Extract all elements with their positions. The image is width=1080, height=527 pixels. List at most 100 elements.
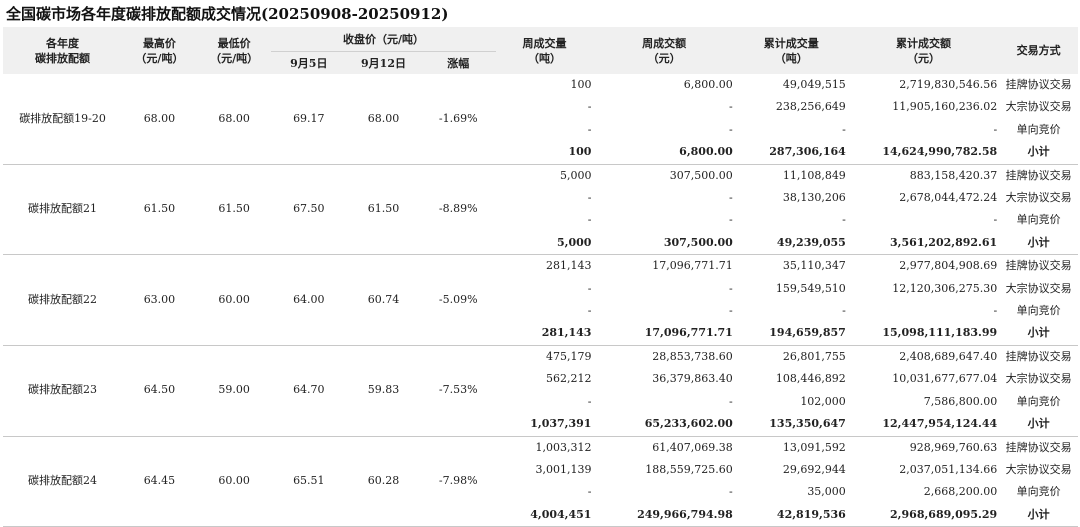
week-amount-cell: - [729,213,733,227]
high-price-cell: 68.00 [122,74,197,165]
method-cell: 挂牌协议交易 [1005,168,1072,182]
cum-volume-cell: 102,000 [800,394,846,408]
cum-volume-cell: 194,659,857 [734,322,848,346]
low-price-cell: 59.00 [196,345,272,437]
week-amount-cell: 6,800.00 [683,78,733,91]
cum-amount-cell: 11,905,160,236.02 [892,100,998,114]
week-amount-cell: 36,379,863.40 [652,372,733,386]
header-close-price: 收盘价（元/吨） [271,27,496,52]
low-price-cell: 60.00 [196,436,272,527]
cum-amount-cell: 2,977,804,908.69 [899,259,998,273]
vintage-cell: 碳排放配额24 [3,436,123,527]
week-amount-cell: - [729,394,733,408]
cum-amount-cell: 15,098,111,183.99 [847,322,1000,346]
method-cell: 大宗协议交易 [1005,462,1072,476]
allowance-trading-table: 各年度 碳排放配额 最高价 （元/吨） 最低价 （元/吨） 收盘价（元/吨） 周成交量… [3,27,1078,527]
cum-amount-cell: 3,561,202,892.61 [847,231,1000,256]
close-d2-cell: 68.00 [346,74,421,165]
cum-volume-cell: 49,049,515 [782,78,846,91]
header-cum-volume: 累计成交量 （吨） [734,27,848,74]
cum-amount-cell: - [993,304,998,318]
method-cell: 单向竞价 [1016,394,1061,408]
method-cell: 大宗协议交易 [1005,372,1072,386]
method-cell: 小计 [999,503,1078,527]
method-cell: 大宗协议交易 [1005,100,1072,114]
week-amount-cell: 65,233,602.00 [593,413,735,437]
table-row: - - 159,549,510 12,120,306,275.30 大宗协议交易 [3,278,1078,300]
cum-volume-cell: 38,130,206 [782,191,846,205]
table-row: - - 38,130,206 2,678,044,472.24 大宗协议交易 [3,187,1078,209]
cum-volume-cell: - [842,122,846,136]
low-price-cell: 60.00 [196,254,272,346]
week-amount-cell: 17,096,771.71 [593,322,735,346]
table-row: - - 238,256,649 11,905,160,236.02 大宗协议交易 [3,96,1078,118]
close-d1-cell: 65.51 [271,436,347,527]
week-volume-cell: 4,004,451 [495,503,594,527]
close-d1-cell: 69.17 [271,74,347,165]
cum-volume-cell: 26,801,755 [782,349,846,363]
cum-volume-cell: 42,819,536 [734,503,848,527]
cum-volume-cell: 11,108,849 [782,168,846,182]
week-amount-cell: - [729,191,733,205]
header-week-volume: 周成交量 （吨） [495,27,594,74]
week-amount-cell: - [729,304,733,318]
week-volume-cell: 281,143 [495,322,594,346]
cum-amount-cell: 883,158,420.37 [909,168,998,182]
vintage-cell: 碳排放配额21 [3,164,123,256]
low-price-cell: 61.50 [196,164,272,256]
week-volume-cell: - [587,213,592,227]
cum-volume-cell: - [842,213,846,227]
method-cell: 小计 [999,231,1078,256]
week-amount-cell: 17,096,771.71 [652,259,733,273]
method-cell: 挂牌协议交易 [1005,440,1072,454]
cum-amount-cell: 2,968,689,095.29 [847,503,1000,527]
high-price-cell: 61.50 [122,164,197,256]
table-row: 碳排放配额24 64.45 60.00 65.51 60.28 -7.98% 1,003,3… [3,436,1078,527]
cum-volume-cell: 159,549,510 [775,281,846,295]
table-row: 562,212 36,379,863.40 108,446,892 10,031,67… [3,368,1078,390]
week-amount-cell: - [729,100,733,114]
week-amount-cell: 307,500.00 [593,231,735,256]
table-row: 碳排放配额22 63.00 60.00 64.00 60.74 -5.09% 281,143… [3,254,1078,346]
table-row: 碳排放配额19-20 68.00 68.00 69.17 68.00 -1.69% 100 6… [3,74,1078,165]
week-volume-cell: 100 [495,141,594,165]
method-cell: 单向竞价 [1016,485,1061,499]
method-cell: 挂牌协议交易 [1005,349,1072,363]
cum-amount-cell: - [993,122,998,136]
header-close-d1: 9月5日 [271,51,347,74]
close-d2-cell: 61.50 [346,164,421,256]
cum-amount-cell: 2,668,200.00 [923,485,998,499]
cum-amount-cell: 12,120,306,275.30 [892,281,998,295]
change-cell: -5.09% [420,254,496,346]
high-price-cell: 64.45 [122,436,197,527]
week-volume-cell: - [587,394,592,408]
table-row: - - - - 单向竞价 [3,119,1078,141]
subtotal-row: 100 6,800.00 287,306,164 14,624,990,782.58 小… [3,141,1078,165]
subtotal-row: 281,143 17,096,771.71 194,659,857 15,098,11… [3,322,1078,346]
week-volume-cell: 562,212 [545,372,592,386]
header-low-price: 最低价 （元/吨） [196,27,272,74]
week-volume-cell: 5,000 [559,168,592,182]
table-header: 各年度 碳排放配额 最高价 （元/吨） 最低价 （元/吨） 收盘价（元/吨） 周成交量… [3,27,1078,74]
cum-volume-cell: 35,110,347 [782,259,846,273]
cum-amount-cell: 2,678,044,472.24 [899,191,998,205]
header-change: 涨幅 [420,51,496,74]
close-d2-cell: 60.74 [346,254,421,346]
cum-amount-cell: 2,037,051,134.66 [899,462,998,476]
method-cell: 单向竞价 [1016,304,1061,318]
cum-volume-cell: 29,692,944 [782,462,846,476]
header-vintage: 各年度 碳排放配额 [3,27,123,74]
header-method: 交易方式 [999,27,1078,74]
table-row: - - - - 单向竞价 [3,300,1078,322]
table-row: - - 35,000 2,668,200.00 单向竞价 [3,481,1078,503]
week-volume-cell: 1,003,312 [535,440,592,454]
method-cell: 挂牌协议交易 [1005,259,1072,273]
table-row: - - - - 单向竞价 [3,209,1078,231]
cum-amount-cell: 12,447,954,124.44 [847,413,1000,437]
method-cell: 小计 [999,413,1078,437]
cum-volume-cell: 135,350,647 [734,413,848,437]
week-volume-cell: 5,000 [495,231,594,256]
cum-amount-cell: 7,586,800.00 [923,394,998,408]
cum-volume-cell: 108,446,892 [775,372,846,386]
header-week-amount: 周成交额 （元） [593,27,735,74]
